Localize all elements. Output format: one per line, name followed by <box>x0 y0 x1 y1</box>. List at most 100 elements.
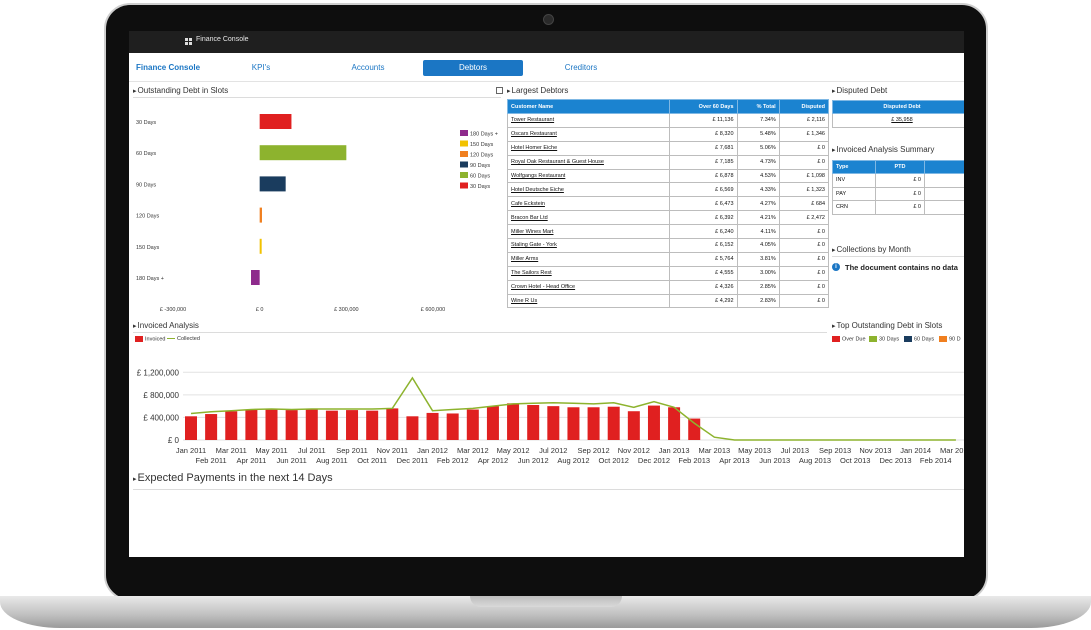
over-60-cell: £ 5,764 <box>669 251 738 267</box>
col-over-60[interactable]: Over 60 Days <box>669 99 738 114</box>
table-row[interactable]: Hotel Deutsche Eiche £ 6,569 4.33% £ 1,323 <box>507 182 830 198</box>
invoiced-bar[interactable] <box>527 405 540 440</box>
debt-bar[interactable] <box>251 270 260 285</box>
category-label: 90 Days <box>136 182 156 188</box>
outstanding-debt-title: Outstanding Debt in Slots <box>133 86 229 95</box>
customer-name-cell[interactable]: Miller Arms <box>507 251 670 267</box>
customer-name-cell[interactable]: Miller Wines Mart <box>507 224 670 240</box>
invoiced-bar[interactable] <box>225 411 238 440</box>
debt-bar[interactable] <box>259 176 286 192</box>
invoiced-bar[interactable] <box>688 418 701 440</box>
invoiced-bar[interactable] <box>446 413 459 440</box>
table-row[interactable]: Tower Restaurant £ 11,136 7.34% £ 2,116 <box>507 113 830 128</box>
tab-accounts[interactable]: Accounts <box>351 63 385 72</box>
invoiced-bar[interactable] <box>285 410 298 440</box>
pct-total-cell: 4.33% <box>736 182 780 198</box>
legend-label: 90 D <box>949 336 961 343</box>
over-60-cell: £ 4,326 <box>669 279 738 295</box>
invoiced-bar[interactable] <box>426 412 439 440</box>
table-row[interactable]: Crown Hotel - Head Office £ 4,326 2.85% £ 0 <box>507 279 830 295</box>
table-row[interactable]: Miller Arms £ 5,764 3.81% £ 0 <box>507 251 830 267</box>
invoiced-bar[interactable] <box>366 410 379 440</box>
invoiced-bar[interactable] <box>507 403 520 440</box>
invoiced-bar[interactable] <box>466 409 479 440</box>
customer-name-cell[interactable]: Wolfgangs Restaurant <box>507 168 670 184</box>
x-tick-label: Mar 2012 <box>457 446 489 455</box>
pct-total-cell: 4.05% <box>736 238 780 253</box>
pct-total-cell: 4.11% <box>736 224 780 240</box>
invoiced-bar[interactable] <box>205 414 218 440</box>
summary-cell <box>924 173 964 188</box>
summary-row: INV £ 0 <box>832 173 964 188</box>
invoiced-bar[interactable] <box>587 407 600 440</box>
debt-bar[interactable] <box>259 145 347 161</box>
invoiced-bar[interactable] <box>185 416 197 440</box>
col-disputed[interactable]: Disputed <box>778 99 830 114</box>
table-row[interactable]: Miller Wines Mart £ 6,240 4.11% £ 0 <box>507 224 830 240</box>
table-row[interactable]: Hotel Homer Eiche £ 7,681 5.06% £ 0 <box>507 140 830 156</box>
customer-name-cell[interactable]: Tower Restaurant <box>507 113 670 128</box>
collected-line[interactable] <box>190 376 956 441</box>
tab-creditors[interactable]: Creditors <box>564 63 598 72</box>
debt-bar[interactable] <box>259 238 262 254</box>
customer-name-cell[interactable]: Hotel Homer Eiche <box>507 140 670 156</box>
invoiced-bar[interactable] <box>245 409 258 440</box>
table-row[interactable]: Bracon Bar Ltd £ 6,392 4.21% £ 2,472 <box>507 210 830 226</box>
x-tick-label: Dec 2013 <box>879 456 911 465</box>
table-row[interactable]: Oscars Restaurant £ 8,320 5.48% £ 1,346 <box>507 126 830 142</box>
table-row[interactable]: Wolfgangs Restaurant £ 6,878 4.53% £ 1,098 <box>507 168 830 184</box>
x-tick-label: Apr 2012 <box>478 456 508 465</box>
customer-name-cell[interactable]: Royal Oak Restaurant & Guest House <box>507 154 670 170</box>
invoiced-bar[interactable] <box>607 406 620 440</box>
customer-name-cell[interactable]: Cafe Eckstein <box>507 196 670 212</box>
table-row[interactable]: Royal Oak Restaurant & Guest House £ 7,18… <box>507 154 830 170</box>
col-pct-total[interactable]: % Total <box>736 99 780 114</box>
customer-name-cell[interactable]: Wine R Us <box>507 293 670 309</box>
tab-debtors[interactable]: Debtors <box>423 60 523 76</box>
invoiced-bar[interactable] <box>325 410 338 440</box>
x-tick-label: Apr 2011 <box>236 456 266 465</box>
table-row[interactable]: Staling Gate - York £ 6,152 4.05% £ 0 <box>507 238 830 253</box>
pct-total-cell: 3.00% <box>736 265 780 281</box>
col-customer-name[interactable]: Customer Name <box>507 99 670 114</box>
debt-bar[interactable] <box>259 114 292 129</box>
disputed-value[interactable]: £ 35,958 <box>832 113 964 128</box>
table-row[interactable]: Wine R Us £ 4,292 2.83% £ 0 <box>507 293 830 309</box>
customer-name-cell[interactable]: Hotel Deutsche Eiche <box>507 182 670 198</box>
invoiced-bar[interactable] <box>486 406 499 440</box>
legend-label: 150 Days <box>470 142 493 148</box>
x-tick-label: Sep 2011 <box>336 446 368 455</box>
tab-kpis[interactable]: KPI's <box>251 63 271 72</box>
invoiced-bar[interactable] <box>668 407 681 440</box>
customer-name-cell[interactable]: Staling Gate - York <box>507 238 670 253</box>
x-tick-label: Jan 2013 <box>659 446 690 455</box>
table-row[interactable]: The Sailors Rest £ 4,555 3.00% £ 0 <box>507 265 830 281</box>
x-tick-label: Aug 2012 <box>557 456 589 465</box>
table-row[interactable]: Cafe Eckstein £ 6,473 4.27% £ 684 <box>507 196 830 212</box>
customer-name-cell[interactable]: Crown Hotel - Head Office <box>507 279 670 295</box>
invoiced-bar[interactable] <box>346 410 359 440</box>
invoiced-bar[interactable] <box>627 411 640 440</box>
x-tick-label: Feb 2014 <box>920 456 952 465</box>
brand[interactable]: Finance Console <box>136 63 201 72</box>
invoiced-bar[interactable] <box>305 409 318 440</box>
debt-bar[interactable] <box>259 207 262 223</box>
customer-name-cell[interactable]: Bracon Bar Ltd <box>507 210 670 226</box>
col-ptd: PTD <box>875 160 925 174</box>
customer-name-cell[interactable]: The Sailors Rest <box>507 265 670 281</box>
invoiced-bar[interactable] <box>567 407 580 440</box>
info-icon: i <box>832 263 840 271</box>
invoiced-bar[interactable] <box>406 416 419 440</box>
x-tick-label: Jun 2012 <box>518 456 549 465</box>
maximize-icon[interactable] <box>496 87 503 94</box>
over-60-cell: £ 6,152 <box>669 238 738 253</box>
disputed-cell: £ 684 <box>778 196 830 212</box>
invoiced-bar[interactable] <box>386 408 399 440</box>
invoiced-bar[interactable] <box>647 405 660 440</box>
customer-name-cell[interactable]: Oscars Restaurant <box>507 126 670 142</box>
top-legend-item: 60 Days <box>904 336 934 342</box>
invoiced-bar[interactable] <box>547 406 560 440</box>
legend-swatch <box>904 336 912 342</box>
disputed-cell: £ 0 <box>778 224 830 240</box>
invoiced-bar[interactable] <box>265 409 278 440</box>
